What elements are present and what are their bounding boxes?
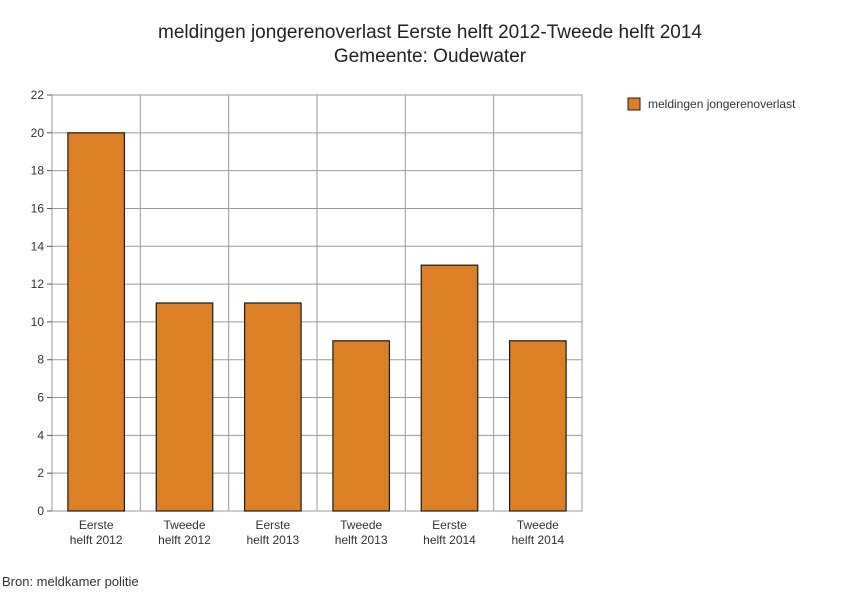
legend-label: meldingen jongerenoverlast [648,97,796,111]
grid [52,94,582,512]
bar-3 [332,340,391,512]
y-tick-label: 20 [31,126,45,140]
x-category-label: Eerste [432,518,467,532]
bar-2 [243,302,302,512]
y-tick-label: 4 [37,428,44,442]
chart-title-line-2: Gemeente: Oudewater [334,46,527,67]
x-category-label: Tweede [340,518,382,532]
y-tick-label: 2 [37,466,44,480]
y-axis-ticks: 0 2 4 6 8 10 12 14 16 18 20 22 [31,88,52,518]
y-tick-label: 6 [37,391,44,405]
y-tick-label: 12 [31,277,45,291]
x-category-label: Tweede [517,518,559,532]
y-tick-label: 10 [31,315,45,329]
x-category-label: helft 2012 [70,533,123,547]
x-category-label: Eerste [255,518,290,532]
x-category-label: Eerste [79,518,114,532]
y-tick-label: 16 [31,201,45,215]
bar-5 [508,340,567,512]
y-tick-label: 18 [31,164,45,178]
y-tick-label: 8 [37,353,44,367]
chart-title-line-1: meldingen jongerenoverlast Eerste helft … [158,22,702,43]
legend-swatch [627,97,641,111]
bar-4 [420,264,479,512]
bar-1 [155,302,214,512]
legend: meldingen jongerenoverlast [627,97,796,111]
y-tick-label: 14 [31,239,45,253]
x-category-label: helft 2013 [335,533,388,547]
x-category-label: helft 2014 [423,533,476,547]
y-tick-label: 0 [37,504,44,518]
x-category-label: helft 2014 [511,533,564,547]
x-category-label: helft 2012 [158,533,211,547]
source-note: Bron: meldkamer politie [2,574,139,589]
bars [67,132,567,512]
x-category-label: Tweede [163,518,205,532]
y-tick-label: 22 [31,88,45,102]
x-category-label: helft 2013 [246,533,299,547]
bar-0 [67,132,126,512]
